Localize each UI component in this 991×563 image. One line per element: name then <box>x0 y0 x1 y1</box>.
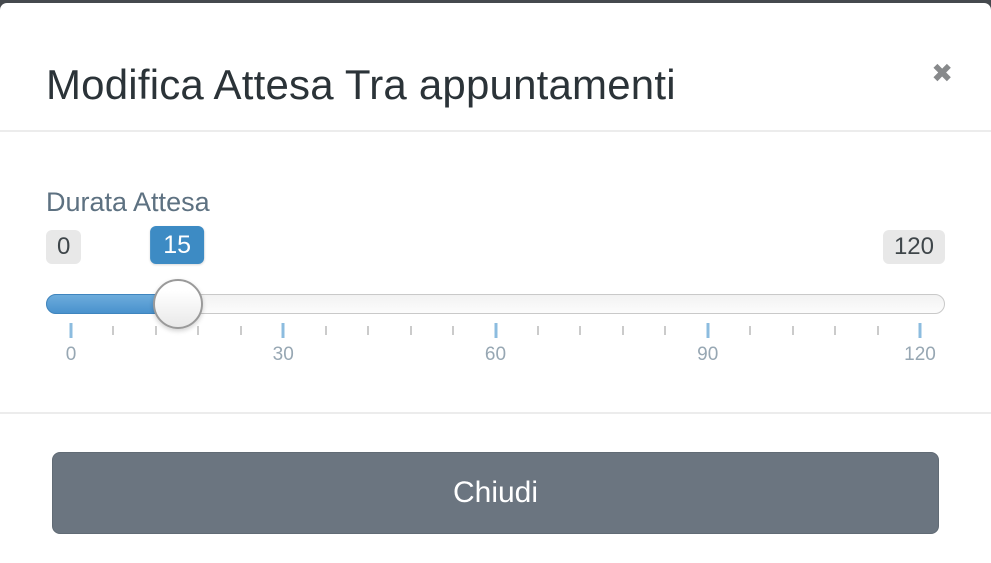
slider-min-badge: 0 <box>46 230 82 264</box>
slider-value-badge: 15 <box>150 226 205 264</box>
modal-dialog: Modifica Attesa Tra appuntamenti ✖ Durat… <box>0 3 991 563</box>
slider-tick <box>918 323 922 338</box>
slider-tick <box>367 326 370 335</box>
slider-tick <box>536 326 539 335</box>
slider-tick-label: 60 <box>484 344 507 365</box>
slider-tick <box>664 326 667 335</box>
slider-tick-labels: 0 30 60 90 120 <box>66 344 936 368</box>
slider-tick-label: 0 <box>65 344 77 365</box>
slider-label: Durata Attesa <box>46 187 210 217</box>
slider-tick <box>452 326 455 335</box>
slider-track[interactable] <box>46 279 945 329</box>
slider-max-badge: 120 <box>882 230 945 264</box>
slider-rail-inner <box>72 279 919 329</box>
slider-tick <box>197 326 200 335</box>
close-icon[interactable]: ✖ <box>931 59 953 89</box>
slider-tick <box>281 323 285 338</box>
slider-tick <box>579 326 582 335</box>
slider-tick <box>239 326 242 335</box>
modal-header: Modifica Attesa Tra appuntamenti ✖ <box>0 3 991 132</box>
slider-tick <box>621 326 624 335</box>
page-title: Modifica Attesa Tra appuntamenti <box>46 61 676 108</box>
slider-tick-label: 120 <box>904 344 936 365</box>
slider-badges: 0 15 120 <box>46 226 945 268</box>
chiudi-button[interactable]: Chiudi <box>52 452 939 534</box>
slider-tick <box>706 323 710 338</box>
modal-body: Durata Attesa 0 15 120 0 30 60 90 120 <box>0 186 991 414</box>
slider-tick <box>876 326 879 335</box>
slider-tick-label: 90 <box>697 344 719 365</box>
slider-tick <box>791 326 794 335</box>
slider-tick <box>324 326 327 335</box>
slider-handle[interactable] <box>152 279 203 329</box>
slider-tick <box>749 326 752 335</box>
modal-footer: Chiudi <box>0 452 991 534</box>
slider-tick <box>834 326 837 335</box>
slider-ticks <box>69 323 922 338</box>
slider-tick <box>494 323 497 338</box>
slider-tick <box>154 326 157 335</box>
slider-tick-label: 30 <box>272 344 294 365</box>
slider-tick <box>69 323 73 338</box>
slider-tick <box>112 326 115 335</box>
slider-tick <box>409 326 412 335</box>
